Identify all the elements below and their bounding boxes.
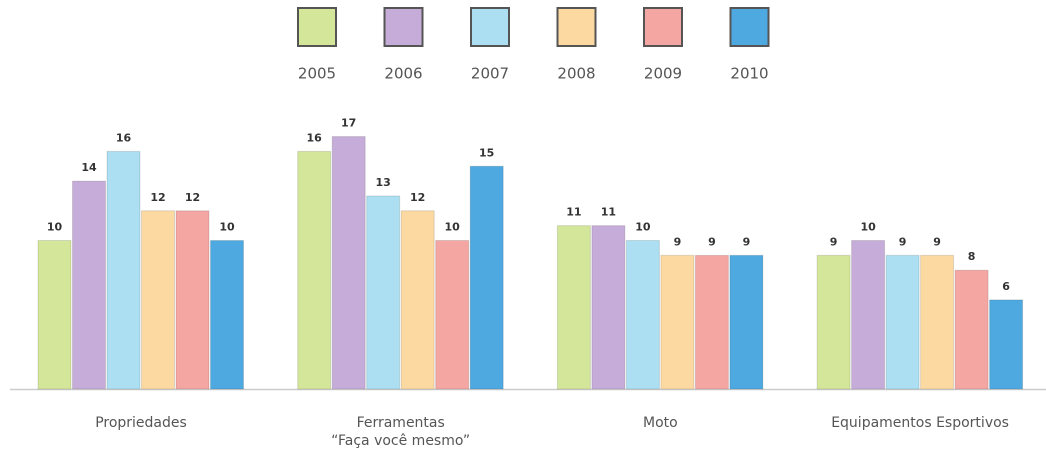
legend-label: 2009 xyxy=(644,65,682,83)
value-label: 9 xyxy=(933,235,941,248)
value-label: 9 xyxy=(674,235,682,248)
bar xyxy=(297,150,332,390)
value-label: 9 xyxy=(830,235,838,248)
bar xyxy=(469,165,504,390)
value-label: 17 xyxy=(341,117,356,130)
legend-swatch xyxy=(729,7,770,47)
bar xyxy=(175,210,210,390)
category-label: Propriedades xyxy=(95,415,187,431)
bar xyxy=(106,150,141,390)
bar xyxy=(210,240,244,390)
value-label: 13 xyxy=(376,176,391,189)
legend-swatch xyxy=(470,7,510,47)
bar xyxy=(885,254,920,390)
bar xyxy=(72,180,106,390)
value-label: 11 xyxy=(566,206,581,219)
bar xyxy=(920,254,955,390)
bar xyxy=(660,254,695,390)
legend-swatch xyxy=(643,7,683,47)
value-label: 8 xyxy=(968,250,976,263)
bar xyxy=(625,240,660,390)
value-label: 10 xyxy=(445,221,461,234)
value-label: 12 xyxy=(150,191,165,204)
bar xyxy=(331,136,366,390)
value-label: 10 xyxy=(219,221,235,234)
value-label: 10 xyxy=(47,221,63,234)
bar xyxy=(816,254,851,390)
value-label: 9 xyxy=(708,235,716,248)
value-label: 9 xyxy=(899,235,907,248)
category-label: Moto xyxy=(643,415,678,431)
bar xyxy=(989,299,1024,390)
category-label: Equipamentos Esportivos xyxy=(831,415,1009,431)
bar xyxy=(954,269,989,390)
value-label: 16 xyxy=(307,131,323,144)
bar xyxy=(37,240,72,390)
value-label: 16 xyxy=(116,131,132,144)
value-label: 12 xyxy=(185,191,200,204)
legend-label: 2010 xyxy=(730,65,768,83)
value-label: 11 xyxy=(601,206,616,219)
legend-swatch xyxy=(297,7,337,47)
bar xyxy=(400,210,435,390)
bar xyxy=(141,210,175,390)
bar xyxy=(729,254,764,390)
value-label: 15 xyxy=(479,146,494,159)
value-label: 9 xyxy=(743,235,751,248)
value-label: 10 xyxy=(860,221,876,234)
legend-label: 2006 xyxy=(384,65,422,83)
legend-swatch xyxy=(383,7,424,47)
category-label: Ferramentas “Faça você mesmo” xyxy=(331,415,471,449)
bar xyxy=(556,225,591,390)
bar xyxy=(435,240,470,390)
value-label: 14 xyxy=(81,161,97,174)
legend-swatch xyxy=(556,7,597,47)
legend-label: 2007 xyxy=(471,65,509,83)
value-label: 12 xyxy=(410,191,425,204)
value-label: 10 xyxy=(635,221,651,234)
bar xyxy=(694,254,729,390)
bar xyxy=(591,225,626,390)
bar xyxy=(366,195,401,390)
legend-label: 2005 xyxy=(298,65,336,83)
bar xyxy=(851,240,886,390)
legend-label: 2008 xyxy=(557,65,595,83)
value-label: 6 xyxy=(1002,280,1010,293)
